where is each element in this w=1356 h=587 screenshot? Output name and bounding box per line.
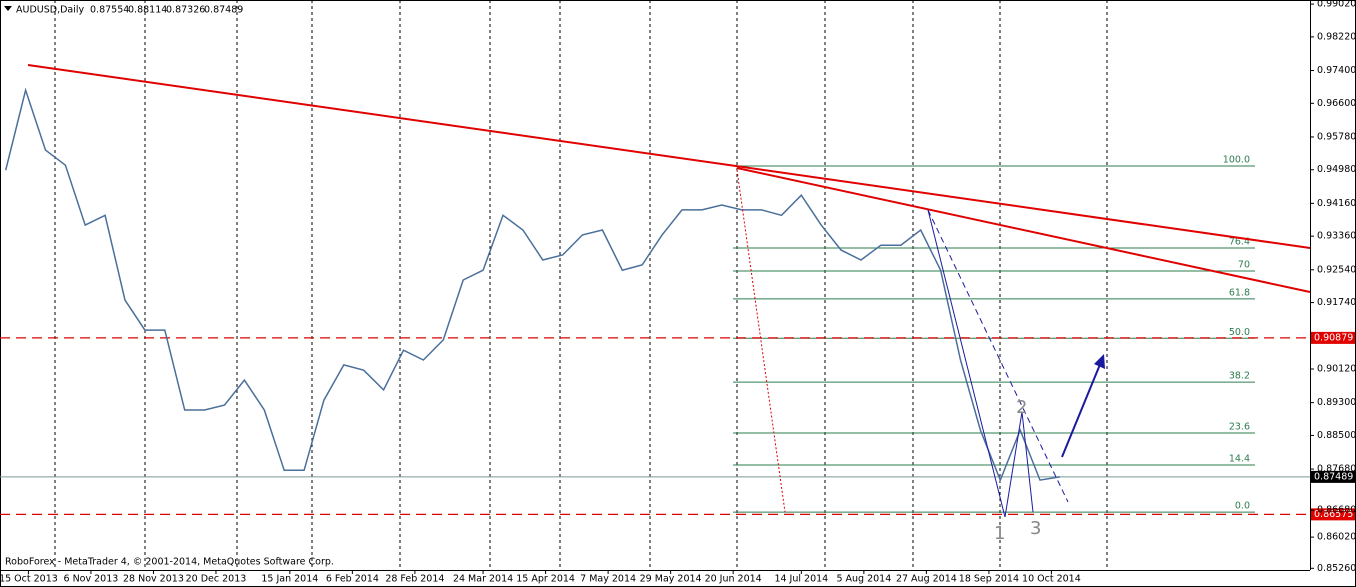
price-box-label: 0.86575 bbox=[1314, 509, 1353, 520]
fib-label: 14.4 bbox=[1229, 453, 1250, 464]
x-tick-label: 15 Jan 2014 bbox=[261, 574, 318, 585]
fib-label: 76.4 bbox=[1229, 237, 1250, 248]
y-tick-label: 0.94160 bbox=[1317, 198, 1356, 209]
y-tick-label: 0.99020 bbox=[1317, 0, 1356, 10]
forecast-arrow bbox=[1061, 361, 1102, 458]
series-layer bbox=[4, 87, 1061, 483]
trend-line bbox=[27, 64, 1311, 249]
x-tick-label: 14 Jul 2014 bbox=[774, 574, 828, 585]
wave-line bbox=[927, 209, 1006, 518]
x-tick-label: 6 Feb 2014 bbox=[326, 574, 379, 585]
x-tick-label: 15 Oct 2013 bbox=[0, 574, 58, 585]
wave-line bbox=[1004, 411, 1023, 518]
x-tick-label: 18 Sep 2014 bbox=[959, 574, 1019, 585]
y-tick-label: 0.87680 bbox=[1317, 464, 1356, 475]
price-line-series bbox=[4, 87, 1061, 483]
low-price: 0.87326 bbox=[166, 5, 205, 16]
y-tick-label: 0.97400 bbox=[1317, 65, 1356, 76]
x-tick-label: 5 Aug 2014 bbox=[836, 574, 891, 585]
y-tick-label: 0.90120 bbox=[1317, 364, 1356, 375]
trend-line bbox=[736, 169, 786, 513]
header-icon bbox=[4, 6, 12, 11]
header: AUDUSD,Daily 0.87554 0.88114 0.87326 0.8… bbox=[4, 5, 243, 16]
price-box bbox=[1311, 331, 1355, 344]
price-lines: 0.90879 0.86575 0.87489 bbox=[0, 331, 1355, 521]
x-tick-label: 20 Jun 2014 bbox=[705, 574, 762, 585]
y-tick-label: 0.94980 bbox=[1317, 164, 1356, 175]
drawings bbox=[27, 64, 1311, 518]
x-tick-label: 10 Oct 2014 bbox=[1022, 574, 1081, 585]
y-tick-label: 0.98220 bbox=[1317, 31, 1356, 42]
open-price: 0.87554 bbox=[90, 5, 129, 16]
price-box-label: 0.87489 bbox=[1314, 471, 1353, 482]
fib-label: 38.2 bbox=[1229, 371, 1250, 382]
x-tick-label: 6 Nov 2013 bbox=[64, 574, 119, 585]
x-tick-label: 28 Feb 2014 bbox=[385, 574, 444, 585]
y-tick-label: 0.88500 bbox=[1317, 430, 1356, 441]
y-tick-label: 0.93360 bbox=[1317, 231, 1356, 242]
fib-label: 70 bbox=[1238, 260, 1250, 271]
price-box-label: 0.90879 bbox=[1314, 332, 1353, 343]
price-box bbox=[1311, 508, 1355, 521]
period-separators bbox=[54, 0, 1108, 570]
wave-label: 3 bbox=[1030, 518, 1041, 539]
fib-label: 100.0 bbox=[1223, 155, 1250, 166]
fib-label: 50.0 bbox=[1229, 327, 1250, 338]
y-tick-label: 0.86680 bbox=[1317, 505, 1356, 516]
x-tick-label: 29 May 2014 bbox=[640, 574, 702, 585]
channel-line bbox=[927, 209, 1069, 503]
trend-line bbox=[736, 167, 1311, 293]
y-tick-label: 0.85260 bbox=[1317, 563, 1356, 574]
wave-label: 1 bbox=[994, 523, 1005, 544]
x-tick-label: 28 Nov 2013 bbox=[123, 574, 184, 585]
x-tick-label: 20 Dec 2013 bbox=[186, 574, 247, 585]
x-tick-label: 15 Apr 2014 bbox=[516, 574, 575, 585]
y-tick-label: 0.92540 bbox=[1317, 264, 1356, 275]
y-tick-label: 0.95780 bbox=[1317, 131, 1356, 142]
price-box bbox=[1311, 470, 1355, 483]
x-tick-label: 24 Mar 2014 bbox=[453, 574, 513, 585]
x-tick-label: 27 Aug 2014 bbox=[896, 574, 957, 585]
high-price: 0.88114 bbox=[128, 5, 167, 16]
fib-label: 0.0 bbox=[1235, 501, 1250, 512]
fib-label: 61.8 bbox=[1229, 287, 1250, 298]
wave-line bbox=[1021, 411, 1034, 513]
close-price: 0.87489 bbox=[204, 5, 243, 16]
y-tick-label: 0.91740 bbox=[1317, 297, 1356, 308]
fib-label: 23.6 bbox=[1229, 421, 1250, 432]
y-tick-label: 0.89300 bbox=[1317, 397, 1356, 408]
x-tick-label: 7 May 2014 bbox=[580, 574, 636, 585]
y-tick-label: 0.86020 bbox=[1317, 532, 1356, 543]
footer: RoboForex - MetaTrader 4, © 2001-2014, M… bbox=[5, 557, 334, 568]
wave-label: 2 bbox=[1016, 397, 1027, 418]
arrow-head bbox=[1094, 354, 1105, 369]
symbol: AUDUSD,Daily bbox=[16, 5, 85, 16]
y-tick-label: 0.96600 bbox=[1317, 98, 1356, 109]
